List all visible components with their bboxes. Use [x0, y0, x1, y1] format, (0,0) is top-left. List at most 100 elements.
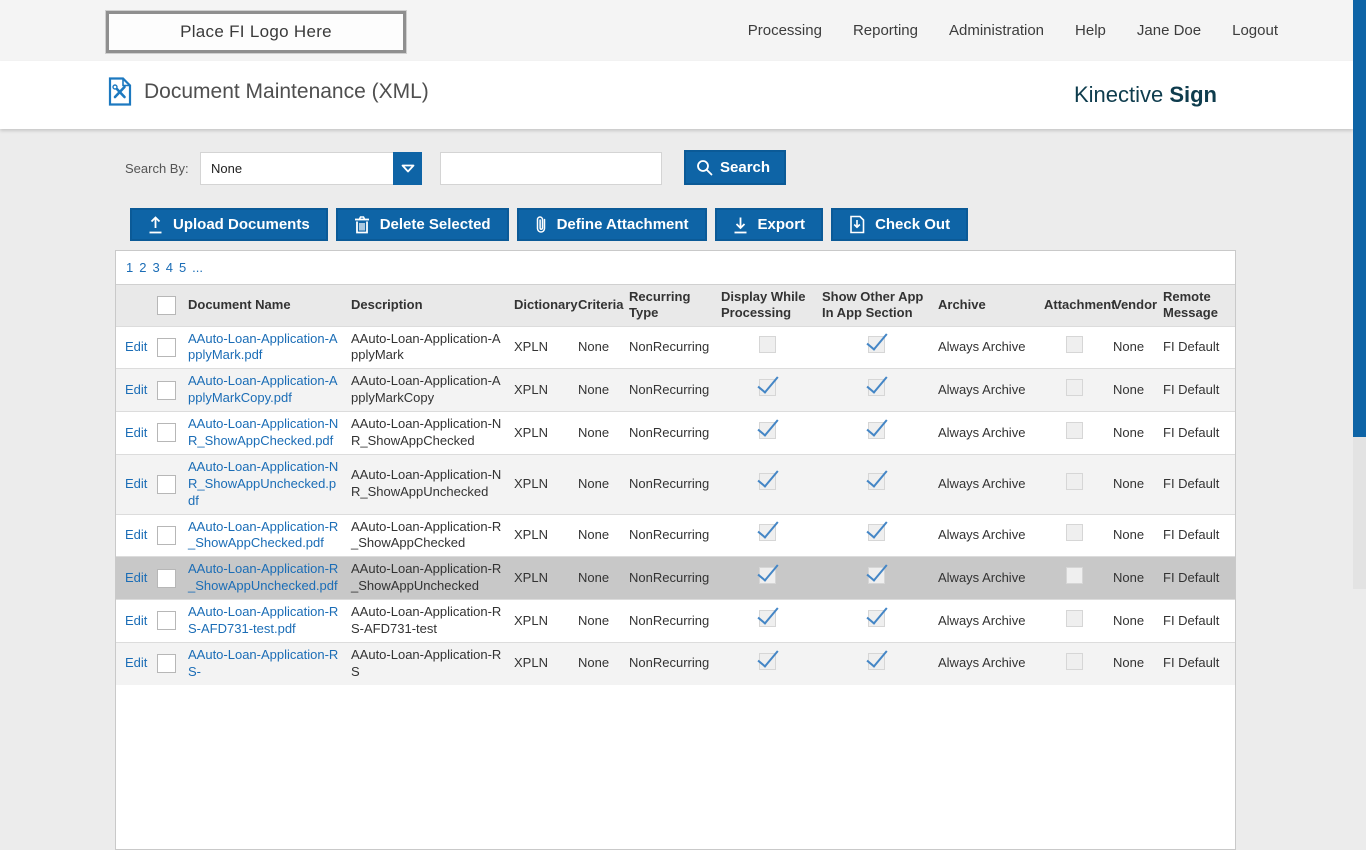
edit-link[interactable]: Edit	[125, 655, 148, 671]
display-while-processing-checkbox[interactable]	[759, 473, 776, 491]
edit-link[interactable]: Edit	[125, 569, 148, 585]
vendor-cell: None	[1109, 599, 1159, 643]
table-row: Edit AAuto-Loan-Application-R_ShowAppChe…	[116, 513, 1235, 557]
top-header-bar: Place FI Logo Here Processing Reporting …	[0, 0, 1353, 61]
document-name-link[interactable]: AAuto-Loan-Application-RS-AFD731-test.pd…	[188, 604, 339, 636]
remote-message-cell: FI Default	[1159, 411, 1235, 455]
recurring-type-cell: NonRecurring	[625, 325, 717, 369]
vertical-scrollbar[interactable]	[1353, 0, 1366, 589]
archive-cell: Always Archive	[934, 411, 1040, 455]
nav-help[interactable]: Help	[1075, 22, 1106, 39]
row-checkbox[interactable]	[157, 337, 176, 357]
document-name-link[interactable]: AAuto-Loan-Application-NR_ShowAppUncheck…	[188, 458, 339, 508]
display-while-processing-checkbox[interactable]	[759, 524, 776, 542]
row-checkbox[interactable]	[157, 423, 176, 443]
remote-message-cell: FI Default	[1159, 453, 1235, 515]
archive-cell: Always Archive	[934, 599, 1040, 643]
document-name-link[interactable]: AAuto-Loan-Application-ApplyMarkCopy.pdf	[188, 373, 338, 406]
document-name-link[interactable]: AAuto-Loan-Application-ApplyMark.pdf	[188, 330, 338, 363]
search-input[interactable]	[440, 152, 662, 185]
attachment-checkbox[interactable]	[1066, 422, 1083, 439]
document-name-link[interactable]: AAuto-Loan-Application-R_ShowAppUnchecke…	[188, 561, 339, 594]
show-other-app-checkbox[interactable]	[867, 567, 885, 585]
nav-user[interactable]: Jane Doe	[1136, 22, 1202, 39]
check-out-button[interactable]: Check Out	[831, 208, 969, 241]
edit-link[interactable]: Edit	[125, 424, 148, 440]
display-while-processing-checkbox[interactable]	[759, 567, 776, 585]
document-name-link[interactable]: AAuto-Loan-Application-NR_ShowAppChecked…	[188, 416, 339, 448]
edit-link[interactable]: Edit	[125, 381, 148, 397]
table-row: Edit AAuto-Loan-Application-ApplyMarkCop…	[116, 368, 1235, 412]
recurring-type-cell: NonRecurring	[625, 599, 717, 643]
row-checkbox[interactable]	[157, 380, 176, 400]
criteria-cell: None	[574, 368, 625, 412]
attachment-checkbox[interactable]	[1066, 652, 1083, 670]
criteria-cell: None	[574, 411, 625, 455]
edit-link[interactable]: Edit	[125, 338, 148, 354]
criteria-cell: None	[574, 513, 625, 557]
export-button[interactable]: Export	[714, 208, 824, 241]
attachment-checkbox[interactable]	[1066, 524, 1083, 542]
show-other-app-checkbox[interactable]	[867, 379, 885, 397]
page-link-2[interactable]: 2	[139, 260, 147, 275]
check-out-label: Check Out	[875, 216, 951, 233]
delete-selected-button[interactable]: Delete Selected	[335, 208, 509, 241]
nav-administration[interactable]: Administration	[948, 22, 1045, 39]
page-link-5[interactable]: 5	[178, 260, 187, 275]
row-checkbox[interactable]	[157, 611, 176, 631]
show-other-app-checkbox[interactable]	[867, 524, 885, 542]
attachment-checkbox[interactable]	[1066, 379, 1083, 397]
edit-link[interactable]: Edit	[125, 526, 148, 542]
search-icon	[697, 160, 713, 176]
vendor-cell: None	[1109, 641, 1159, 685]
display-while-processing-checkbox[interactable]	[759, 336, 776, 354]
attachment-checkbox[interactable]	[1066, 610, 1083, 628]
edit-link[interactable]: Edit	[125, 475, 148, 491]
archive-cell: Always Archive	[934, 325, 1040, 369]
display-while-processing-checkbox[interactable]	[759, 422, 776, 439]
fi-logo-text: Place FI Logo Here	[180, 22, 332, 41]
upload-documents-button[interactable]: Upload Documents	[130, 208, 328, 241]
search-by-dropdown[interactable]: None	[200, 152, 422, 185]
row-checkbox[interactable]	[157, 474, 176, 494]
row-checkbox[interactable]	[157, 525, 176, 545]
vendor-cell: None	[1109, 453, 1159, 515]
nav-processing[interactable]: Processing	[747, 22, 822, 39]
attachment-checkbox[interactable]	[1066, 336, 1083, 354]
document-name-link[interactable]: AAuto-Loan-Application-R_ShowAppChecked.…	[188, 518, 339, 551]
nav-logout[interactable]: Logout	[1232, 22, 1278, 39]
attachment-checkbox[interactable]	[1066, 473, 1083, 491]
select-all-checkbox[interactable]	[157, 295, 176, 315]
display-while-processing-checkbox[interactable]	[759, 379, 776, 397]
show-other-app-checkbox[interactable]	[867, 652, 885, 670]
search-button[interactable]: Search	[684, 150, 787, 185]
attachment-checkbox[interactable]	[1066, 567, 1083, 585]
col-document-name: Document Name	[184, 285, 347, 326]
col-show-other-app: Show Other App In App Section	[818, 285, 934, 326]
define-attachment-button[interactable]: Define Attachment	[516, 208, 707, 241]
display-while-processing-checkbox[interactable]	[759, 652, 776, 670]
page-link-1[interactable]: 1	[126, 260, 134, 275]
row-checkbox[interactable]	[157, 568, 176, 588]
show-other-app-checkbox[interactable]	[867, 336, 885, 354]
scrollbar-thumb[interactable]	[1353, 0, 1366, 437]
nav-reporting[interactable]: Reporting	[852, 22, 918, 39]
document-name-link[interactable]: AAuto-Loan-Application-RS-	[188, 646, 339, 679]
top-navigation: Processing Reporting Administration Help…	[748, 0, 1278, 61]
remote-message-cell: FI Default	[1159, 513, 1235, 557]
dictionary-cell: XPLN	[510, 641, 574, 685]
show-other-app-checkbox[interactable]	[867, 422, 885, 439]
show-other-app-checkbox[interactable]	[867, 473, 885, 491]
edit-link[interactable]: Edit	[125, 612, 148, 628]
display-while-processing-checkbox[interactable]	[759, 610, 776, 628]
page-link-3[interactable]: 3	[152, 260, 160, 275]
chevron-down-icon[interactable]	[393, 152, 422, 185]
show-other-app-checkbox[interactable]	[867, 610, 885, 628]
document-tools-icon	[108, 77, 132, 106]
page-link-more[interactable]: ...	[192, 260, 204, 275]
row-checkbox[interactable]	[157, 654, 176, 674]
col-archive: Archive	[934, 285, 1040, 326]
pagination: 1 2 3 4 5 ...	[116, 251, 1235, 285]
page-link-4[interactable]: 4	[165, 260, 173, 275]
upload-icon	[149, 215, 162, 233]
